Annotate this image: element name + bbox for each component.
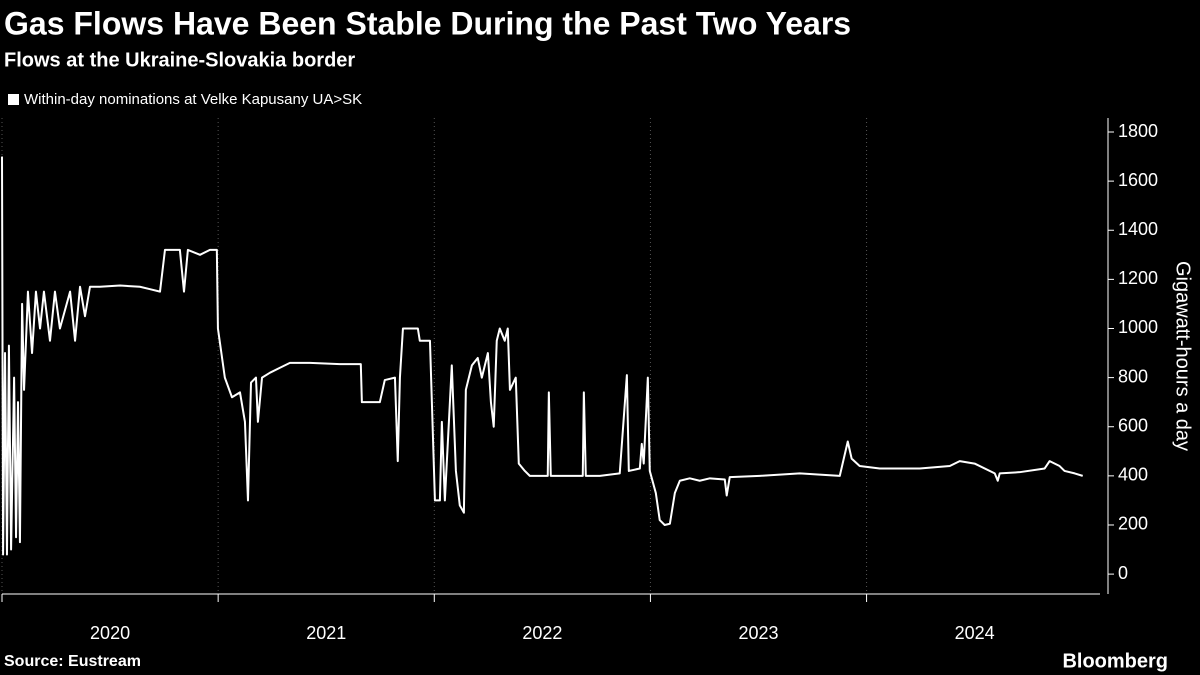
y-tick-label: 200 xyxy=(1118,514,1148,534)
y-tick-label: 1000 xyxy=(1118,317,1158,337)
legend-label: Within-day nominations at Velke Kapusany… xyxy=(24,91,362,108)
y-tick-label: 0 xyxy=(1118,563,1128,583)
y-tick-label: 600 xyxy=(1118,415,1148,435)
data-line xyxy=(1,156,1084,556)
logo: Bloomberg xyxy=(1062,650,1168,672)
y-axis-label: Gigawatt-hours a day xyxy=(1172,261,1194,451)
chart-subtitle: Flows at the Ukraine-Slovakia border xyxy=(4,49,355,71)
y-tick-label: 1600 xyxy=(1118,170,1158,190)
y-tick-label: 400 xyxy=(1118,465,1148,485)
legend-swatch xyxy=(8,94,19,105)
x-tick-label: 2022 xyxy=(522,623,562,643)
x-tick-label: 2021 xyxy=(306,623,346,643)
x-tick-label: 2023 xyxy=(738,623,778,643)
y-tick-label: 1400 xyxy=(1118,219,1158,239)
y-tick-label: 1200 xyxy=(1118,268,1158,288)
chart-title: Gas Flows Have Been Stable During the Pa… xyxy=(4,5,851,41)
x-tick-label: 2020 xyxy=(90,623,130,643)
source: Source: Eustream xyxy=(4,653,141,670)
x-tick-label: 2024 xyxy=(955,623,995,643)
y-tick-label: 800 xyxy=(1118,366,1148,386)
y-tick-label: 1800 xyxy=(1118,121,1158,141)
